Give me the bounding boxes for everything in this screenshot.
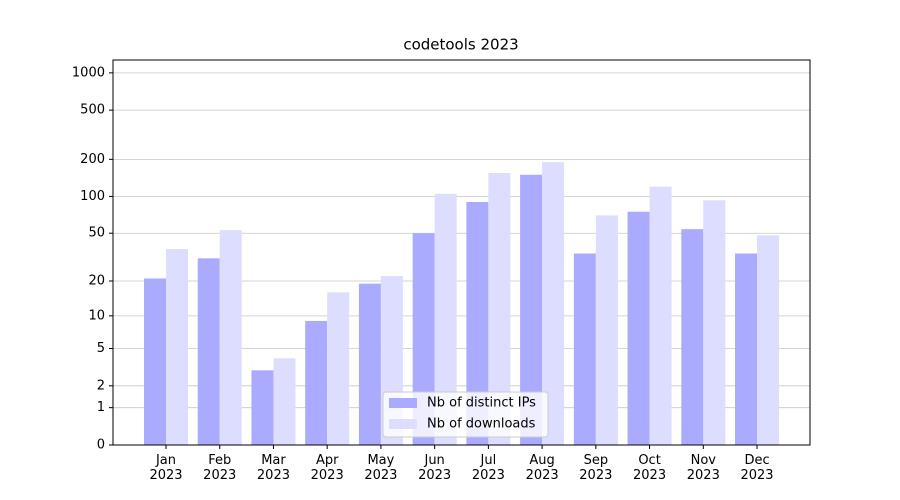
y-tick-label: 1000 [72,65,105,80]
x-tick-label: Nov 2023 [686,453,720,483]
chart-title: codetools 2023 [403,36,518,54]
bar [573,253,596,445]
bar [144,278,166,445]
bar [488,172,511,445]
bar [681,229,704,445]
x-tick-label: Mar 2023 [256,453,290,483]
legend-swatch [389,419,417,429]
y-tick-label: 500 [80,103,105,118]
y-tick-label: 200 [80,152,105,167]
x-tick-label: Aug 2023 [525,453,559,483]
y-tick-label: 20 [88,274,105,289]
bar [434,193,457,445]
plot-frame [112,59,811,446]
legend-box [382,391,549,438]
x-tick-label: Dec 2023 [740,453,774,483]
x-tick-label: Apr 2023 [310,453,344,483]
y-tick-label: 5 [97,341,105,356]
bar [735,253,758,445]
bar [627,211,650,445]
x-tick-label: Jan 2023 [149,453,183,483]
y-tick-label: 50 [88,226,105,241]
legend-label: Nb of downloads [427,417,536,432]
x-tick-label: Feb 2023 [203,453,237,483]
y-tick-label: 1 [97,400,105,415]
y-tick-label: 10 [88,308,105,323]
bar [542,162,565,446]
legend-swatch [389,398,417,408]
bar [703,200,726,445]
bar [273,358,296,445]
x-tick-label: Oct 2023 [633,453,667,483]
x-tick-label: Sep 2023 [579,453,613,483]
bar [466,202,489,445]
x-tick-label: May 2023 [364,453,398,483]
bar [520,174,543,445]
y-tick-label: 2 [97,378,105,393]
y-tick-label: 0 [97,438,105,453]
x-tick-label: Jul 2023 [471,453,505,483]
bar [649,186,672,445]
bar [327,292,350,445]
y-tick-label: 100 [80,189,105,204]
bar [166,249,188,445]
bar [358,283,381,445]
legend-label: Nb of distinct IPs [427,396,536,411]
bar [219,230,242,445]
bar [197,258,220,445]
x-tick-label: Jun 2023 [418,453,452,483]
bar [251,370,274,445]
bar [595,215,618,445]
bar [757,235,780,445]
bar [305,320,328,445]
